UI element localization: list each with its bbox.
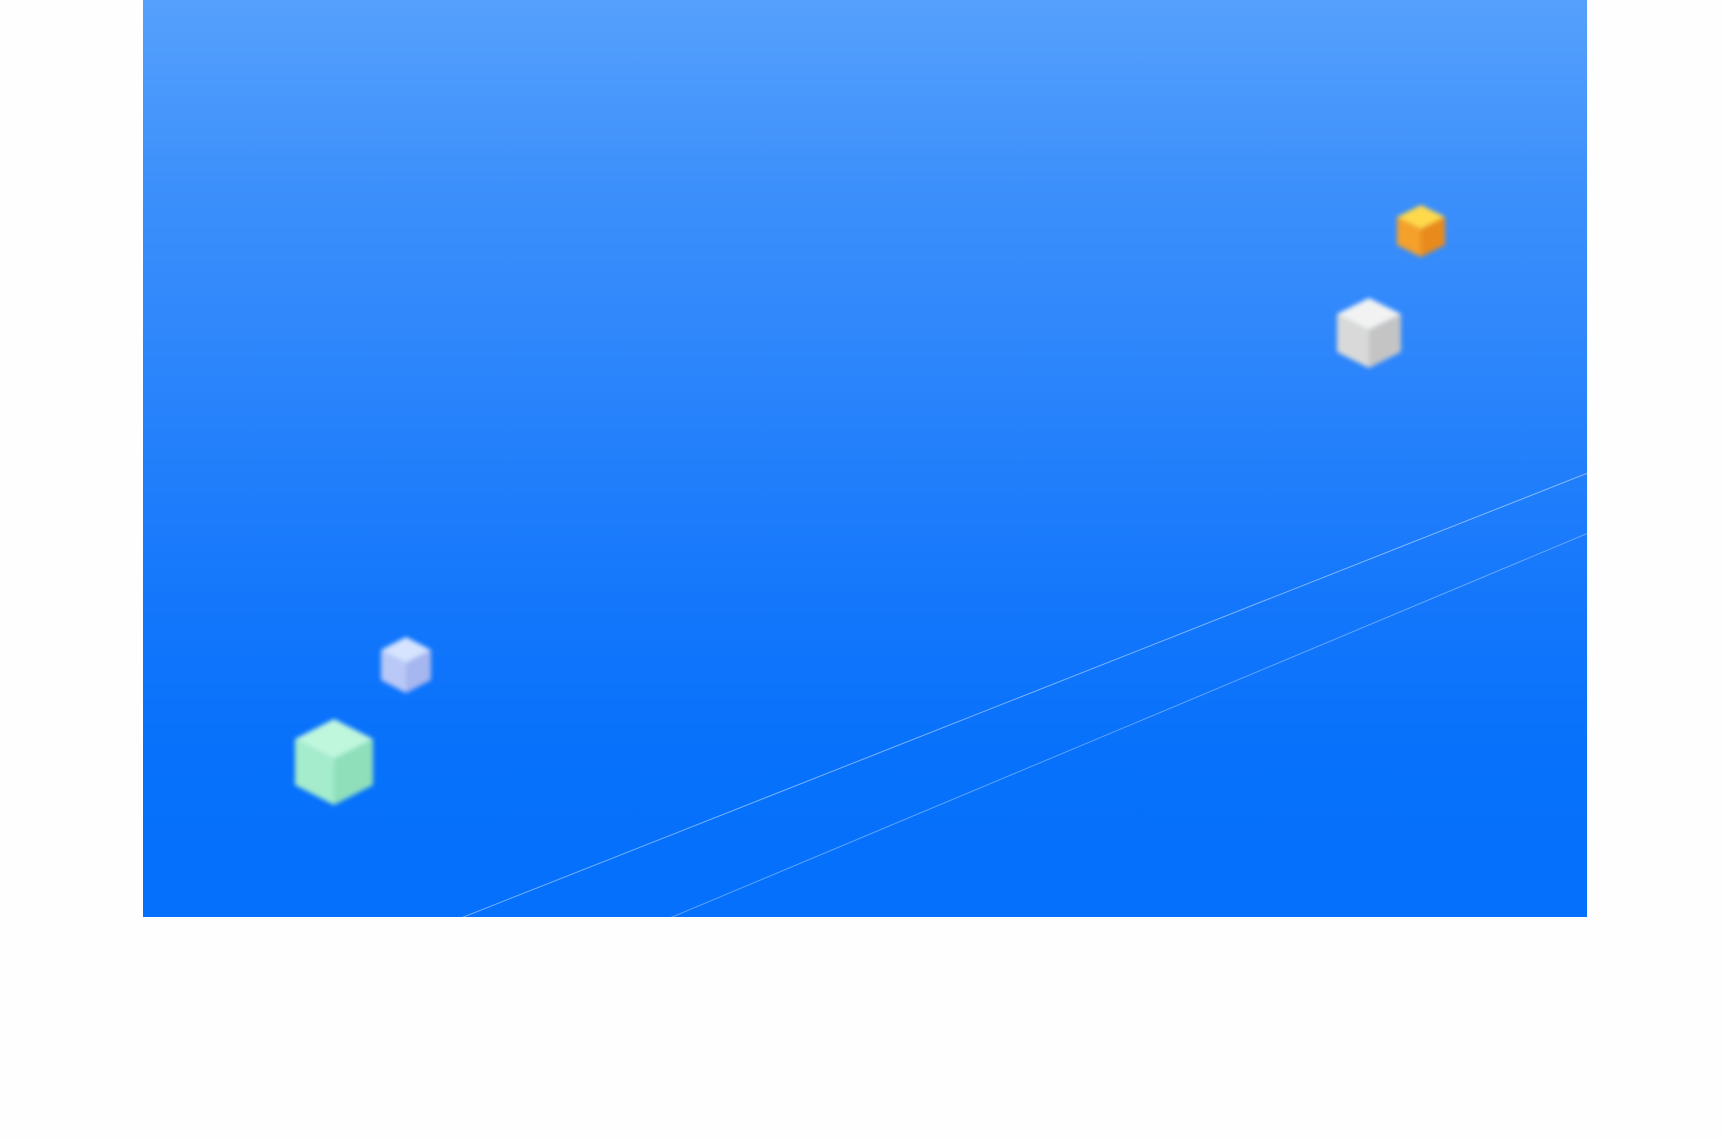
- lavender-cube-icon: [381, 637, 431, 693]
- mint-cube-icon: [295, 719, 373, 805]
- hero-banner: [143, 0, 1587, 917]
- orange-cube-icon: [1397, 205, 1445, 257]
- white-cube-icon: [1337, 298, 1401, 368]
